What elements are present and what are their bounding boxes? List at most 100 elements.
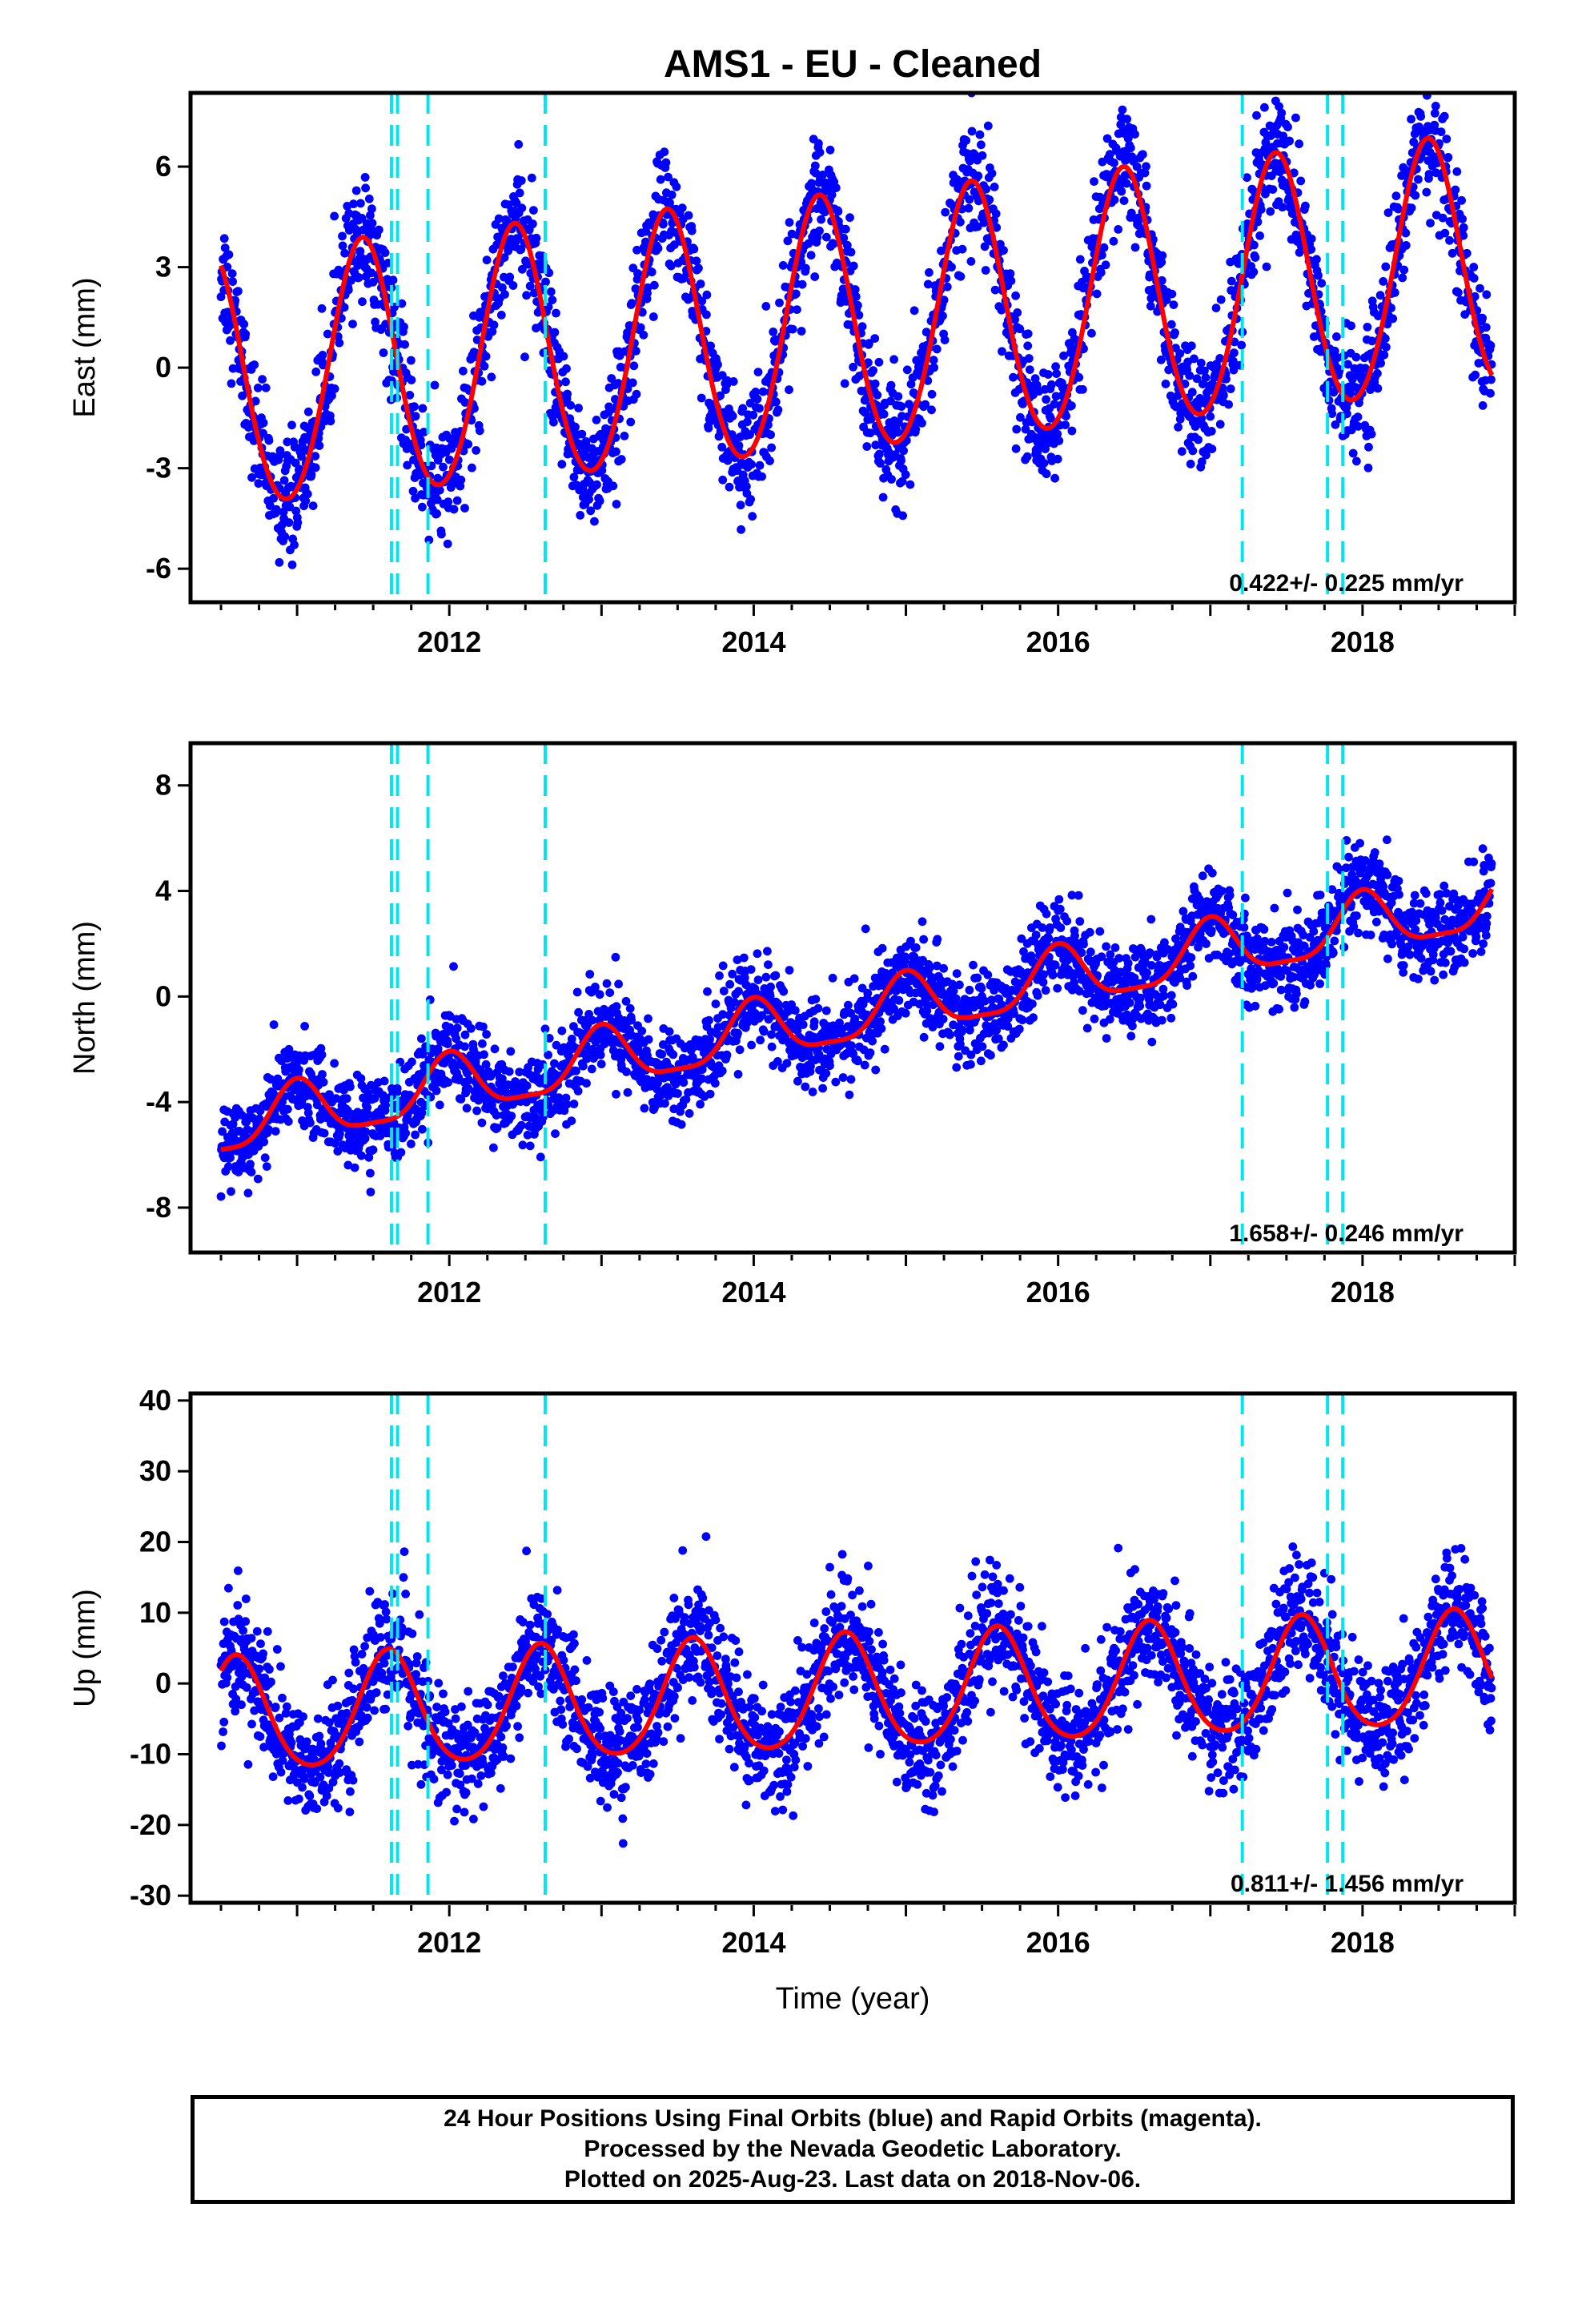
data-point <box>1033 991 1042 1000</box>
data-point <box>1130 82 1139 91</box>
data-point <box>889 1004 898 1014</box>
data-point <box>276 450 285 459</box>
data-point <box>1260 103 1269 112</box>
data-point <box>591 983 600 991</box>
data-point <box>1486 341 1496 350</box>
data-point <box>865 339 873 348</box>
data-point <box>319 1077 328 1087</box>
data-point <box>747 1040 756 1050</box>
data-point <box>356 199 365 208</box>
data-point <box>1394 204 1403 214</box>
data-point <box>1125 998 1134 1007</box>
data-point <box>1407 203 1416 212</box>
data-point <box>1053 454 1062 464</box>
data-point <box>1074 891 1083 900</box>
x-tick-label: 2012 <box>417 625 481 658</box>
data-point <box>487 372 496 382</box>
data-point <box>888 968 897 978</box>
data-point <box>766 430 775 440</box>
data-point <box>515 188 524 198</box>
data-point <box>718 961 728 971</box>
data-point <box>443 1039 452 1048</box>
data-point <box>219 234 229 243</box>
data-point <box>574 1007 583 1017</box>
data-point <box>669 1050 678 1059</box>
data-point <box>1216 295 1226 304</box>
data-point <box>1169 300 1178 309</box>
data-point <box>303 1108 313 1118</box>
data-point <box>871 1065 881 1075</box>
data-point <box>218 1127 227 1136</box>
data-point <box>287 560 297 569</box>
data-point <box>532 233 541 243</box>
data-point <box>311 463 320 472</box>
data-point <box>525 281 535 291</box>
data-point <box>1295 247 1304 257</box>
data-point <box>613 379 623 388</box>
data-point <box>665 1027 674 1036</box>
data-point <box>400 340 409 349</box>
data-point <box>689 244 699 254</box>
data-point <box>779 987 789 996</box>
data-point <box>919 935 928 944</box>
data-point <box>1252 111 1261 120</box>
data-point <box>489 320 499 330</box>
data-point <box>734 987 743 996</box>
data-point <box>1126 143 1135 153</box>
data-point <box>999 1040 1008 1050</box>
data-point <box>368 277 378 287</box>
data-point <box>1436 127 1446 137</box>
data-point <box>681 1095 691 1104</box>
data-point <box>1291 113 1300 123</box>
data-point <box>919 1032 929 1042</box>
data-point <box>704 424 713 432</box>
data-point <box>991 209 1001 219</box>
data-point <box>821 1068 831 1078</box>
data-point <box>939 296 949 304</box>
data-point <box>990 285 1000 295</box>
data-point <box>821 232 831 242</box>
data-point <box>660 147 669 157</box>
data-point <box>677 203 687 212</box>
figure-title: AMS1 - EU - Cleaned <box>664 43 1042 86</box>
data-point <box>947 263 956 271</box>
data-point <box>648 312 658 321</box>
data-point <box>901 952 910 962</box>
data-point <box>845 1090 854 1100</box>
data-point <box>644 1035 653 1044</box>
data-point <box>360 173 370 182</box>
data-point <box>689 1042 699 1051</box>
data-point <box>246 1160 255 1169</box>
data-point <box>381 1100 390 1110</box>
x-tick-label: 2014 <box>721 625 785 658</box>
data-point <box>420 428 428 436</box>
y-tick-label: 3 <box>155 251 171 283</box>
data-point <box>1067 401 1076 410</box>
data-point <box>1164 365 1174 375</box>
data-point <box>644 1014 652 1023</box>
data-point <box>552 1040 561 1050</box>
data-point <box>829 239 838 248</box>
data-point <box>1430 109 1439 118</box>
data-point <box>1054 895 1064 904</box>
data-point <box>1445 235 1454 245</box>
data-point <box>449 962 458 971</box>
data-point <box>348 320 357 328</box>
data-point <box>269 1020 279 1029</box>
data-point <box>1177 447 1186 456</box>
data-point <box>937 246 946 255</box>
data-point <box>1114 225 1123 234</box>
data-point <box>224 1162 233 1172</box>
data-point <box>1285 136 1294 146</box>
data-point <box>851 292 861 301</box>
data-point <box>831 183 841 193</box>
data-point <box>587 1064 596 1074</box>
data-point <box>403 460 412 470</box>
data-point <box>1009 372 1018 382</box>
data-point <box>308 501 318 510</box>
data-point <box>797 279 807 289</box>
data-point <box>1452 167 1462 176</box>
data-point <box>1042 469 1051 479</box>
data-point <box>1348 448 1358 458</box>
